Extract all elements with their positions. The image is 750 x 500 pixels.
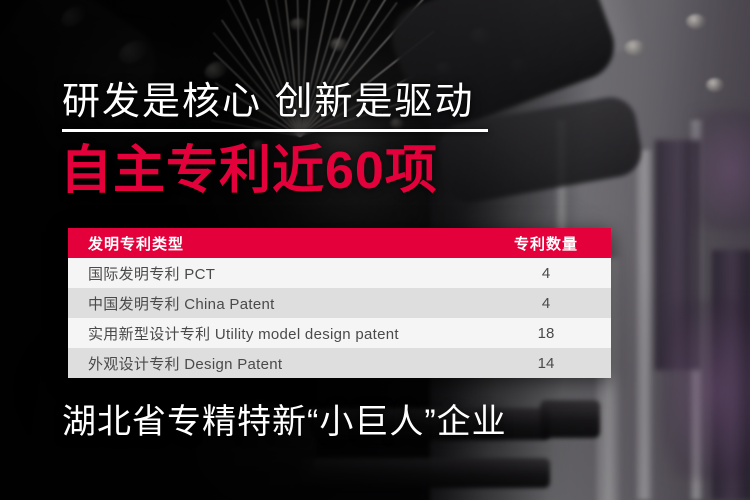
patent-table: 发明专利类型 专利数量 国际发明专利 PCT 4 中国发明专利 China Pa… xyxy=(68,228,611,378)
cell-patent-type: 国际发明专利 PCT xyxy=(68,258,481,288)
headline-highlight: 自主专利近60项 xyxy=(60,142,438,200)
table-header-row: 发明专利类型 专利数量 xyxy=(68,228,611,258)
cell-patent-type: 中国发明专利 China Patent xyxy=(68,288,481,318)
column-header-count: 专利数量 xyxy=(481,228,611,258)
cell-patent-type: 实用新型设计专利 Utility model design patent xyxy=(68,318,481,348)
cell-patent-count: 14 xyxy=(481,348,611,378)
table-row: 实用新型设计专利 Utility model design patent 18 xyxy=(68,318,611,348)
table-row: 外观设计专利 Design Patent 14 xyxy=(68,348,611,378)
table-row: 中国发明专利 China Patent 4 xyxy=(68,288,611,318)
headline-divider xyxy=(62,129,488,132)
cell-patent-count: 18 xyxy=(481,318,611,348)
cell-patent-count: 4 xyxy=(481,258,611,288)
table-row: 国际发明专利 PCT 4 xyxy=(68,258,611,288)
cell-patent-type: 外观设计专利 Design Patent xyxy=(68,348,481,378)
headline-primary: 研发是核心 创新是驱动 xyxy=(62,81,475,123)
patent-table-body: 国际发明专利 PCT 4 中国发明专利 China Patent 4 实用新型设… xyxy=(68,258,611,378)
cell-patent-count: 4 xyxy=(481,288,611,318)
column-header-type: 发明专利类型 xyxy=(68,228,481,258)
patent-table-head: 发明专利类型 专利数量 xyxy=(68,228,611,258)
footer-note: 湖北省专精特新“小巨人”企业 xyxy=(62,403,507,441)
